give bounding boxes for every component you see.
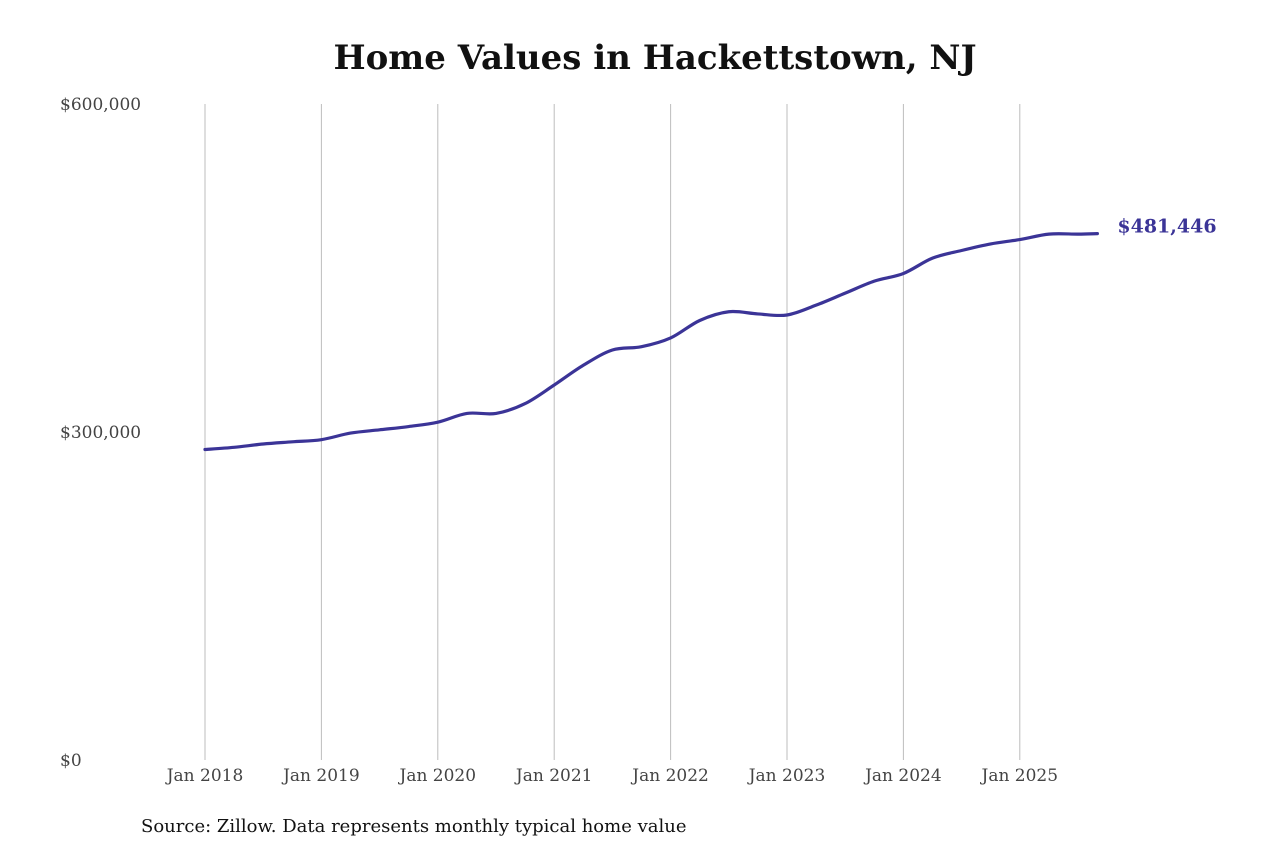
chart-title: Home Values in Hackettstown, NJ xyxy=(333,38,977,78)
x-tick-label: Jan 2025 xyxy=(980,766,1059,786)
series-line xyxy=(203,232,1099,452)
y-tick-label: $0 xyxy=(60,751,82,771)
end-value-label: $481,446 xyxy=(1117,216,1216,238)
x-tick-label: Jan 2018 xyxy=(165,766,244,786)
source-note: Source: Zillow. Data represents monthly … xyxy=(141,816,687,837)
x-tick-label: Jan 2019 xyxy=(281,766,360,786)
y-tick-label: $300,000 xyxy=(60,423,141,443)
x-tick-label: Jan 2023 xyxy=(747,766,826,786)
y-tick-label: $600,000 xyxy=(60,95,141,115)
x-tick-label: Jan 2024 xyxy=(863,766,942,786)
x-tick-label: Jan 2021 xyxy=(514,766,593,786)
x-tick-label: Jan 2022 xyxy=(630,766,709,786)
x-tick-label: Jan 2020 xyxy=(398,766,477,786)
